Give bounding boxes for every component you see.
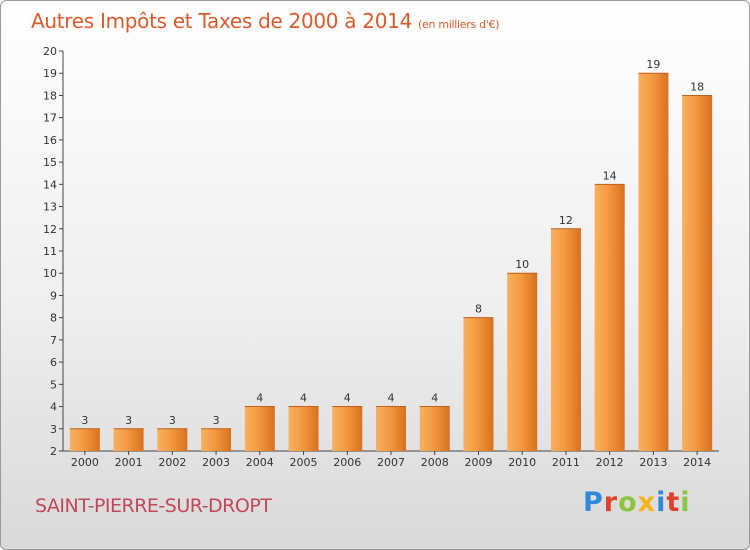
commune-name: SAINT-PIERRE-SUR-DROPT — [35, 495, 272, 517]
y-tick-label: 17 — [43, 112, 57, 125]
x-tick-label: 2013 — [639, 456, 667, 469]
data-label: 8 — [475, 303, 482, 316]
data-label: 3 — [81, 414, 88, 427]
x-tick-label: 2004 — [246, 456, 274, 469]
y-tick-label: 11 — [43, 245, 57, 258]
y-tick-label: 15 — [43, 156, 57, 169]
y-tick-label: 19 — [43, 67, 57, 80]
x-tick-label: 2010 — [508, 456, 536, 469]
y-tick-label: 13 — [43, 201, 57, 214]
bar-2004 — [244, 406, 275, 451]
x-tick-label: 2012 — [596, 456, 624, 469]
x-tick-label: 2003 — [202, 456, 230, 469]
bar-2001 — [113, 428, 144, 451]
bar-2006 — [332, 406, 363, 451]
bar-2000 — [69, 428, 100, 451]
bar-2013 — [638, 73, 669, 451]
bar-2009 — [463, 317, 494, 451]
bar-2003 — [201, 428, 232, 451]
x-tick-label: 2000 — [71, 456, 99, 469]
data-label: 4 — [431, 392, 438, 405]
chart-title: Autres Impôts et Taxes de 2000 à 2014 (en… — [31, 9, 499, 33]
data-label: 10 — [515, 258, 529, 271]
y-tick-label: 7 — [50, 334, 57, 347]
logo-letter: P — [583, 487, 604, 518]
data-label: 19 — [646, 58, 660, 71]
y-tick-label: 3 — [50, 423, 57, 436]
data-label: 4 — [256, 392, 263, 405]
bar-2007 — [376, 406, 406, 451]
data-label: 3 — [169, 414, 176, 427]
data-label: 14 — [603, 169, 617, 182]
x-tick-label: 2014 — [683, 456, 711, 469]
x-tick-label: 2006 — [333, 456, 361, 469]
y-tick-label: 5 — [50, 378, 57, 391]
y-tick-label: 6 — [50, 356, 57, 369]
x-tick-label: 2011 — [552, 456, 580, 469]
logo-letter: x — [637, 487, 657, 518]
bar-2011 — [550, 228, 581, 451]
data-label: 18 — [690, 80, 704, 93]
logo-letter: r — [603, 487, 619, 518]
x-tick-label: 2007 — [377, 456, 405, 469]
y-tick-label: 8 — [50, 312, 57, 325]
proxiti-logo[interactable]: Proxiti — [583, 487, 691, 518]
logo-letter: t — [666, 487, 681, 518]
y-tick-label: 2 — [50, 445, 57, 458]
y-tick-label: 20 — [43, 45, 57, 58]
data-label: 3 — [125, 414, 132, 427]
chart-title-text: Autres Impôts et Taxes de 2000 à 2014 — [31, 9, 412, 33]
bar-2014 — [682, 95, 713, 451]
y-tick-label: 10 — [43, 267, 57, 280]
bar-2008 — [419, 406, 450, 451]
data-label: 4 — [344, 392, 351, 405]
x-tick-label: 2009 — [464, 456, 492, 469]
data-label: 12 — [559, 214, 573, 227]
x-axis: 2000 2001 2002 2003 2004 2005 2006 2007 2008 2009… — [63, 450, 719, 469]
y-tick-label: 16 — [43, 134, 57, 147]
data-labels: 3 3 3 3 4 4 4 4 4 8 10 12 14 19 18 — [81, 58, 704, 427]
x-tick-label: 2008 — [421, 456, 449, 469]
bar-2005 — [288, 406, 319, 451]
y-tick-label: 18 — [43, 89, 57, 102]
logo-letter: i — [656, 487, 667, 518]
data-label: 3 — [213, 414, 220, 427]
x-tick-label: 2002 — [158, 456, 186, 469]
y-tick-label: 12 — [43, 223, 57, 236]
bar-series — [69, 72, 713, 452]
bar-2002 — [157, 428, 188, 451]
chart-unit-subtitle: (en milliers d'€) — [418, 18, 500, 31]
logo-letter: i — [680, 487, 691, 518]
y-axis: 2 3 4 5 6 7 8 9 10 11 12 13 14 15 16 17 18 19 20 — [43, 45, 64, 458]
logo-letter: o — [618, 487, 638, 518]
y-tick-label: 14 — [43, 178, 57, 191]
data-label: 4 — [388, 392, 395, 405]
y-tick-label: 4 — [50, 401, 57, 414]
x-tick-label: 2001 — [115, 456, 143, 469]
x-tick-label: 2005 — [290, 456, 318, 469]
y-tick-label: 9 — [50, 289, 57, 302]
bar-2010 — [507, 273, 538, 451]
bar-2012 — [594, 184, 625, 452]
data-label: 4 — [300, 392, 307, 405]
